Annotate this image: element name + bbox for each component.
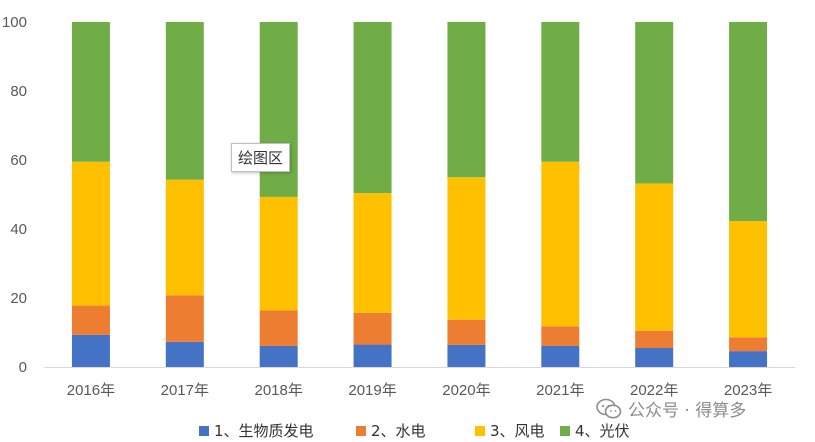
bar-segment-series-3	[635, 183, 674, 331]
x-tick-label: 2023年	[724, 382, 772, 399]
bar-segment-series-4	[729, 22, 768, 222]
bar-segment-series-2	[165, 295, 204, 342]
bar-segment-series-2	[729, 337, 768, 352]
bar-segment-series-2	[353, 312, 392, 345]
bar-segment-series-2	[541, 326, 580, 346]
bar-segment-series-1	[541, 345, 580, 367]
x-tick-label: 2022年	[630, 382, 678, 399]
y-tick-label: 20	[10, 290, 27, 307]
bar-segment-series-2	[447, 319, 486, 345]
y-tick-label: 80	[10, 83, 27, 100]
bar-segment-series-1	[447, 344, 486, 367]
bar-segment-series-4	[541, 22, 580, 162]
wechat-icon	[596, 398, 622, 418]
watermark: 公众号 · 得算多	[596, 396, 746, 421]
x-tick-label: 2016年	[67, 382, 115, 399]
y-tick-label: 100	[2, 14, 27, 31]
legend-swatch	[199, 426, 209, 436]
bar-segment-series-3	[353, 193, 392, 313]
bar-segment-series-2	[71, 305, 110, 335]
bar-segment-series-1	[259, 345, 298, 367]
bar-segment-series-3	[541, 161, 580, 327]
x-tick-label: 2020年	[442, 382, 490, 399]
bar-segment-series-1	[71, 334, 110, 367]
bar-segment-series-4	[447, 22, 486, 178]
legend-label: 4、光伏	[575, 422, 630, 440]
bar-segment-series-1	[635, 348, 674, 367]
plot-area-tooltip: 绘图区	[231, 143, 291, 172]
x-axis: 2016年 2017年 2018年 2019年 2020年 2021年 2022年 2023年	[67, 382, 773, 399]
bar-segment-series-4	[635, 22, 674, 184]
y-tick-label: 40	[10, 221, 27, 238]
legend-label: 3、风电	[490, 422, 545, 440]
y-tick-label: 0	[19, 359, 27, 376]
legend-swatch	[356, 426, 366, 436]
x-tick-label: 2021年	[536, 382, 584, 399]
bar-segment-series-4	[165, 22, 204, 180]
watermark-text: 公众号 · 得算多	[628, 401, 747, 421]
bar-segment-series-1	[165, 341, 204, 367]
legend-label: 1、生物质发电	[214, 422, 314, 440]
legend-swatch	[560, 426, 570, 436]
legend: 1、生物质发电 2、水电 3、风电 4、光伏	[199, 422, 630, 440]
y-axis: 0 20 40 60 80 100	[2, 14, 27, 376]
x-tick-label: 2017年	[161, 382, 209, 399]
bar-segment-series-2	[635, 330, 674, 349]
bar-segment-series-3	[259, 196, 298, 311]
bar-segment-series-2	[259, 310, 298, 346]
bar-segment-series-3	[165, 179, 204, 296]
bar-segment-series-3	[447, 177, 486, 320]
bar-segment-series-1	[353, 344, 392, 367]
x-tick-label: 2019年	[348, 382, 396, 399]
plot-area	[71, 22, 768, 367]
x-tick-label: 2018年	[255, 382, 303, 399]
legend-swatch	[475, 426, 485, 436]
bar-segment-series-3	[729, 221, 768, 338]
bar-segment-series-1	[729, 351, 768, 367]
y-tick-label: 60	[10, 152, 27, 169]
bar-segment-series-4	[71, 22, 110, 162]
bar-segment-series-3	[71, 161, 110, 306]
legend-label: 2、水电	[371, 422, 426, 440]
bar-segment-series-4	[353, 22, 392, 194]
